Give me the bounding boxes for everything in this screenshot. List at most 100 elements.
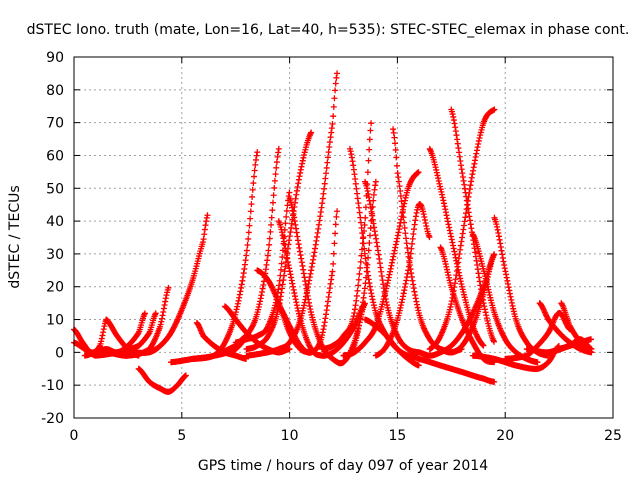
data-point xyxy=(332,87,339,94)
data-point xyxy=(330,250,337,257)
data-point xyxy=(355,276,362,283)
data-point xyxy=(270,192,277,199)
x-tick-label: 10 xyxy=(281,428,299,444)
x-tick-label: 20 xyxy=(496,428,514,444)
data-point xyxy=(491,251,498,258)
data-point xyxy=(322,175,329,182)
series-23 xyxy=(362,178,422,356)
data-point xyxy=(331,240,338,247)
data-point xyxy=(254,149,261,156)
data-point xyxy=(264,252,271,259)
data-points xyxy=(71,70,595,395)
data-point xyxy=(372,178,379,185)
series-26 xyxy=(372,201,433,359)
data-point xyxy=(366,146,373,153)
data-point xyxy=(330,260,337,267)
data-point xyxy=(391,134,398,141)
data-point xyxy=(534,359,541,366)
data-point xyxy=(323,170,330,177)
data-point xyxy=(357,258,364,265)
data-point xyxy=(308,129,315,136)
data-point xyxy=(330,103,337,110)
data-point xyxy=(248,201,255,208)
data-point xyxy=(272,171,279,178)
series-34 xyxy=(405,352,498,385)
y-tick-label: 40 xyxy=(46,214,64,230)
data-point xyxy=(401,224,408,231)
data-point xyxy=(266,241,273,248)
data-point xyxy=(359,235,366,242)
data-point xyxy=(491,378,498,385)
data-point xyxy=(367,232,374,239)
data-point xyxy=(282,220,289,227)
data-point xyxy=(325,149,332,156)
data-point xyxy=(355,282,362,289)
series-42 xyxy=(545,336,595,356)
data-point xyxy=(353,292,360,299)
data-point xyxy=(588,346,595,353)
data-point xyxy=(283,207,290,214)
series-33 xyxy=(437,251,498,356)
data-point xyxy=(357,214,364,221)
data-point xyxy=(273,164,280,171)
data-point xyxy=(398,198,405,205)
data-point xyxy=(323,164,330,171)
data-point xyxy=(247,215,254,222)
data-point xyxy=(415,169,422,176)
data-point xyxy=(286,189,293,196)
data-point xyxy=(480,342,487,349)
data-point xyxy=(244,242,251,249)
data-point xyxy=(426,234,433,241)
data-point xyxy=(324,154,331,161)
data-point xyxy=(362,204,369,211)
data-point xyxy=(204,212,211,219)
data-point xyxy=(249,186,256,193)
data-point xyxy=(365,157,372,164)
data-point xyxy=(243,247,250,254)
data-point xyxy=(245,229,252,236)
data-point xyxy=(399,203,406,210)
data-point xyxy=(268,214,275,221)
data-point xyxy=(277,266,284,273)
data-point xyxy=(275,145,282,152)
data-point xyxy=(247,208,254,215)
data-point xyxy=(330,113,337,120)
data-point xyxy=(365,247,372,254)
plot-frame xyxy=(73,56,614,419)
data-point xyxy=(490,338,497,345)
data-point xyxy=(267,228,274,235)
data-point xyxy=(332,221,339,228)
y-tick-label: 80 xyxy=(46,83,64,99)
data-point xyxy=(361,285,368,292)
data-point xyxy=(245,235,252,242)
data-point xyxy=(397,187,404,194)
series-6 xyxy=(124,212,211,356)
data-point xyxy=(368,120,375,127)
data-point xyxy=(329,120,336,127)
series-24 xyxy=(340,169,422,359)
data-point xyxy=(356,270,363,277)
data-point xyxy=(331,95,338,102)
y-tick-label: 70 xyxy=(46,116,64,132)
data-point xyxy=(286,346,293,353)
data-point xyxy=(332,230,339,237)
data-point xyxy=(393,162,400,169)
data-point xyxy=(392,140,399,147)
data-point xyxy=(273,159,280,166)
data-point xyxy=(393,154,400,161)
data-point xyxy=(271,184,278,191)
data-point xyxy=(588,336,595,343)
data-point xyxy=(357,264,364,271)
data-point xyxy=(249,193,256,200)
data-point xyxy=(358,224,365,231)
data-point xyxy=(332,80,339,87)
y-tick-label: 50 xyxy=(46,181,64,197)
data-point xyxy=(269,199,276,206)
series-11 xyxy=(193,319,250,362)
data-point xyxy=(269,207,276,214)
x-tick-label: 15 xyxy=(388,428,406,444)
y-tick-label: -10 xyxy=(41,378,64,394)
series-15 xyxy=(221,303,293,356)
data-point xyxy=(324,159,331,166)
data-point xyxy=(361,222,368,229)
